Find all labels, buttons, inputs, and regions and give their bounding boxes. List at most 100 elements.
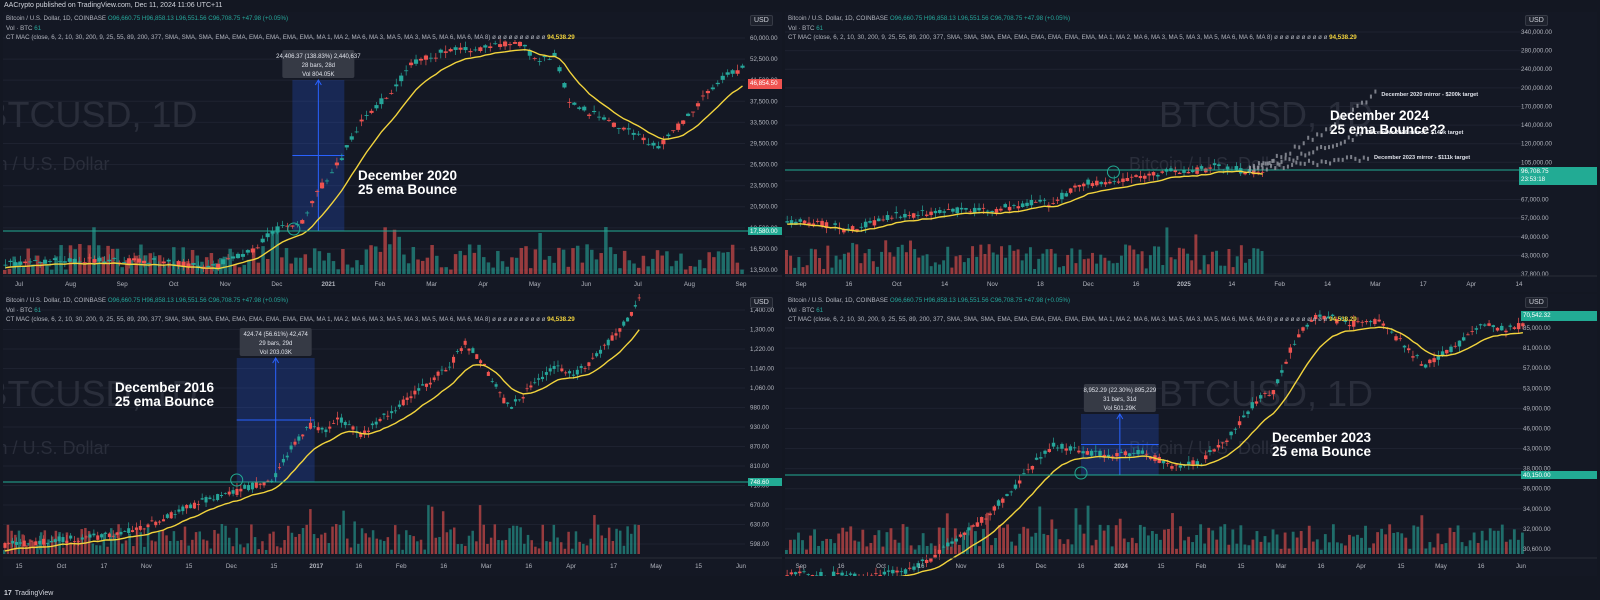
currency-button[interactable]: USD [750, 15, 773, 26]
volume-bar [875, 266, 879, 274]
volume-bar [491, 267, 495, 274]
candle-body [369, 110, 374, 113]
volume-bar [1440, 544, 1444, 554]
volume-bar [331, 261, 336, 274]
chart-canvas[interactable]: BTCUSD, 1D Bitcoin / U.S. Dollar 24,406.37… [3, 12, 782, 292]
volume-bar [287, 525, 290, 554]
candle-body [493, 43, 498, 45]
chart-canvas[interactable]: BTCUSD, 1D Bitcoin / U.S. Dollar 424.74 (5… [3, 294, 782, 576]
volume-bar [622, 250, 627, 274]
volume-bar [641, 255, 646, 274]
volume-bar [942, 260, 946, 274]
volume-bar [1107, 260, 1111, 274]
projection-candle [1280, 155, 1283, 160]
panel-background [3, 12, 782, 292]
candle-body [334, 162, 339, 166]
volume-bar [187, 545, 190, 554]
current-price-tag-text: 96,708.75 [1521, 168, 1549, 175]
candle-body [525, 388, 529, 390]
volume-bar [1169, 257, 1173, 274]
volume-bar [209, 253, 214, 274]
volume-bar [636, 267, 641, 274]
volume-bar [594, 259, 599, 274]
chart-panel-dec-2016[interactable]: BTCUSD, 1D Bitcoin / U.S. Dollar 424.74 (5… [3, 294, 782, 576]
volume-bar [1504, 541, 1508, 554]
candle-body [1187, 461, 1191, 465]
time-axis-label: 16 [1478, 563, 1485, 570]
volume-bar [847, 252, 850, 274]
volume-bar [660, 255, 664, 274]
chart-panel-dec-2023[interactable]: BTCUSD, 1D Bitcoin / U.S. Dollar 8,952.29 … [785, 294, 1597, 576]
volume-bar [101, 256, 106, 274]
price-axis-label: 980.00 [750, 405, 769, 412]
volume-bar [994, 537, 997, 554]
candle-body [332, 422, 336, 424]
candle-body [872, 220, 877, 226]
volume-bar [929, 266, 933, 274]
indicator-line: CT MAC (close, 6, 2, 10, 30, 200, 9, 25,… [6, 316, 491, 324]
volume-bar [789, 255, 793, 274]
volume-bar [463, 255, 467, 274]
volume-bar [1291, 531, 1295, 554]
volume-bar [183, 526, 187, 554]
volume-bar [726, 252, 730, 274]
chart-panel-dec-2020[interactable]: BTCUSD, 1D Bitcoin / U.S. Dollar 24,406.37… [3, 12, 782, 292]
candle-body [1326, 316, 1331, 319]
volume-bar [272, 531, 275, 554]
volume-bar [458, 250, 463, 274]
measure-label-line: 424.74 (56.61%) 42,474 [243, 332, 308, 338]
volume-bar [303, 254, 308, 274]
time-axis-label: 2021 [322, 281, 336, 288]
candle-body [378, 418, 382, 422]
candle-body [1466, 334, 1470, 336]
volume-bar [1372, 543, 1375, 554]
candle-body [370, 423, 374, 426]
volume-bar [1243, 544, 1247, 554]
volume-bar [261, 541, 264, 554]
candle-body [1256, 171, 1260, 173]
candle-body [52, 258, 58, 260]
volume-bar [279, 547, 283, 554]
volume-bar [121, 543, 124, 554]
candle-body [1156, 174, 1160, 177]
volume-bar [172, 531, 176, 554]
currency-button[interactable]: USD [750, 297, 773, 308]
candle-body [150, 520, 154, 522]
chart-canvas[interactable]: BTCUSD, 1D Bitcoin / U.S. Dollar December … [785, 12, 1597, 292]
volume-bar [194, 532, 198, 554]
candle-body [572, 102, 577, 105]
volume-bar [1020, 260, 1024, 274]
candle-body [1398, 338, 1402, 340]
projection-candle [1300, 151, 1303, 156]
annotation-title: December 2023 [1272, 430, 1372, 445]
volume-bar [881, 546, 885, 554]
volume-bar [857, 541, 861, 554]
price-axis-label: 49,000.00 [1521, 234, 1549, 241]
volume-bar [1171, 513, 1174, 554]
candle-body [1017, 480, 1022, 484]
volume-bar [1256, 248, 1260, 274]
currency-button[interactable]: USD [1525, 297, 1548, 308]
candle-body [274, 473, 278, 478]
candle-body [254, 482, 258, 488]
time-axis-label: Aug [65, 281, 77, 288]
price-axis-label: 23,500.00 [750, 183, 778, 190]
candle-body [192, 502, 196, 509]
candle-body [537, 61, 542, 62]
volume-bar [191, 539, 194, 554]
volume-bar [909, 240, 912, 274]
candle-body [165, 514, 169, 518]
volume-bar [607, 527, 611, 554]
volume-bar [1094, 539, 1098, 554]
candle-body [503, 41, 508, 47]
candle-body [191, 263, 196, 265]
volume-bar [54, 530, 58, 554]
volume-bar [125, 260, 129, 274]
volume-bar [785, 249, 788, 274]
chart-panel-dec-2024[interactable]: BTCUSD, 1D Bitcoin / U.S. Dollar December … [785, 12, 1597, 292]
currency-button[interactable]: USD [1525, 15, 1548, 26]
candle-body [479, 360, 483, 364]
volume-bar [801, 540, 804, 554]
time-axis-label: Mar [426, 281, 437, 288]
